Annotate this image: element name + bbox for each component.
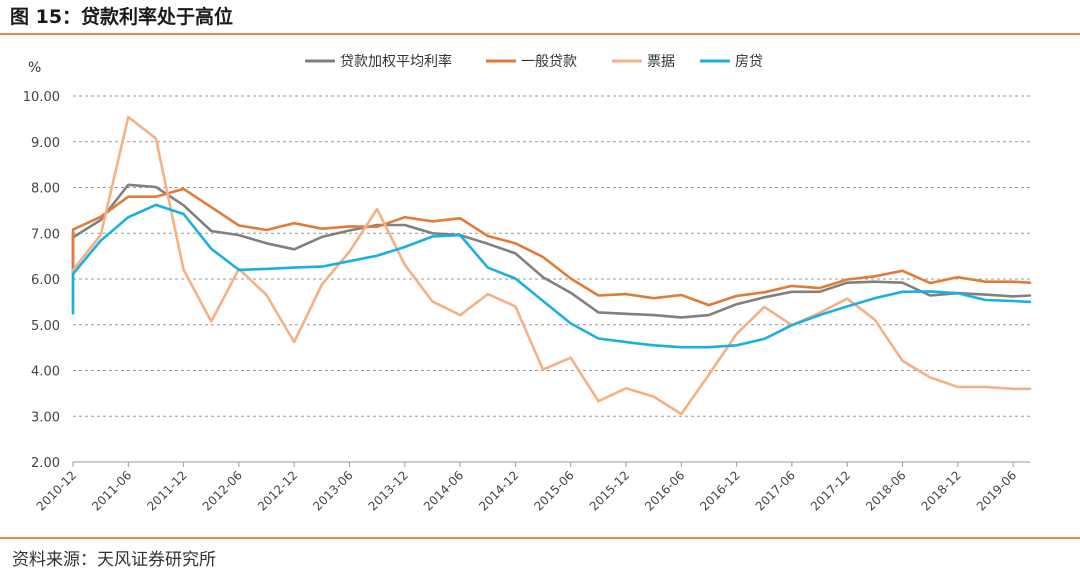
legend-label: 房贷 — [735, 54, 763, 70]
x-tick-label: 2016-06 — [642, 468, 687, 513]
y-axis-ticks: 10.00 9.00 8.00 7.00 6.00 5.00 4.00 3.00 2.00 — [23, 90, 60, 471]
x-axis: 2010-12 2011-06 2011-12 2012-06 2012-12 2013-… — [34, 461, 1030, 514]
y-unit-label: % — [28, 60, 41, 76]
gridlines — [73, 95, 1030, 417]
y-tick-label: 8.00 — [31, 182, 60, 197]
x-tick-label: 2012-12 — [255, 468, 300, 513]
x-tick-label: 2017-06 — [753, 468, 798, 513]
x-tick-label: 2016-12 — [697, 468, 742, 513]
x-tick-label: 2015-06 — [531, 468, 576, 513]
x-tick-label: 2013-06 — [310, 468, 355, 513]
y-tick-label: 9.00 — [31, 136, 60, 151]
series-line-1 — [71, 187, 1032, 307]
legend: 贷款加权平均利率 一般贷款 票据 房贷 — [305, 53, 763, 70]
y-tick-label: 5.00 — [31, 319, 60, 334]
y-tick-label: 6.00 — [31, 273, 60, 288]
legend-label: 一般贷款 — [521, 54, 577, 70]
series-line-0 — [71, 183, 1032, 319]
line-chart: % 10.009.008.007.006.005.004.003.002.00 … — [23, 53, 1032, 514]
y-tick-label: 2.00 — [31, 456, 60, 471]
y-tick-label: 7.00 — [31, 227, 60, 242]
title-divider — [0, 33, 1080, 35]
x-tick-label: 2018-12 — [919, 468, 964, 513]
x-tick-label: 2014-12 — [476, 468, 521, 513]
x-tick-label: 2013-12 — [366, 468, 411, 513]
y-tick-label: 4.00 — [31, 365, 60, 380]
series-lines — [71, 115, 1032, 416]
x-tick-label: 2014-06 — [421, 468, 466, 513]
y-tick-label: 3.00 — [31, 410, 60, 425]
x-tick-label: 2011-12 — [144, 468, 189, 513]
source-note: 资料来源：天风证券研究所 — [12, 550, 216, 570]
legend-label: 贷款加权平均利率 — [340, 53, 452, 70]
series-line-3 — [71, 203, 1032, 349]
y-tick-label: 10.00 — [23, 90, 60, 105]
x-tick-label: 2019-06 — [974, 468, 1019, 513]
source-divider — [0, 537, 1080, 539]
series-line-2 — [71, 115, 1032, 416]
x-tick-label: 2015-12 — [587, 468, 632, 513]
legend-label: 票据 — [647, 54, 675, 70]
x-tick-label: 2018-06 — [863, 468, 908, 513]
x-tick-label: 2011-06 — [89, 468, 134, 513]
x-tick-label: 2017-12 — [808, 468, 853, 513]
figure-title: 图 15：贷款利率处于高位 — [10, 6, 234, 28]
x-tick-label: 2010-12 — [34, 468, 79, 513]
x-tick-label: 2012-06 — [200, 468, 245, 513]
